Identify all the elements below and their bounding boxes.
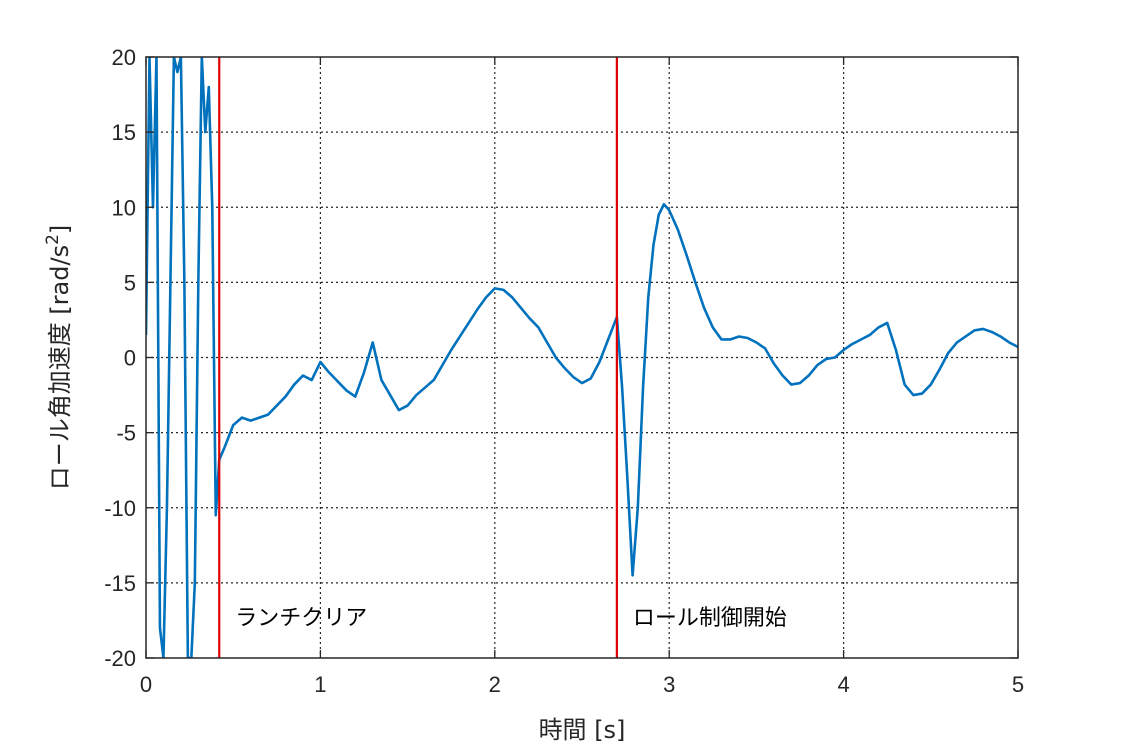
x-axis-label: 時間 [s]: [539, 716, 626, 744]
x-tick-label: 2: [489, 672, 501, 697]
event-lines: ランチクリア ロール制御開始: [218, 57, 787, 658]
y-tick-label: 20: [112, 45, 136, 70]
x-tick-label: 1: [314, 672, 326, 697]
y-tick-label: 15: [112, 120, 136, 145]
y-tick-label: -5: [116, 421, 136, 446]
y-tick-label: 0: [124, 346, 136, 371]
y-axis-label-end: ]: [46, 225, 74, 234]
x-tick-label: 0: [140, 672, 152, 697]
x-tick-label: 5: [1012, 672, 1024, 697]
grid-lines: [146, 57, 1018, 658]
y-tick-label: -10: [104, 496, 136, 521]
y-tick-label: -20: [104, 646, 136, 671]
plot-area: [146, 57, 1018, 658]
y-axis-label-superscript: 2: [43, 234, 63, 245]
y-axis-label: ロール角加速度 [rad/s2]: [43, 225, 74, 491]
x-tick-label: 4: [837, 672, 849, 697]
series-line: [146, 57, 1018, 658]
ticks: 0 1 2 3 4 5 -20 -15 -10 -5 0 5 10 15 20: [104, 45, 1024, 697]
y-tick-label: 10: [112, 195, 136, 220]
event-label: ロール制御開始: [633, 606, 787, 631]
x-tick-label: 3: [663, 672, 675, 697]
y-tick-label: 5: [124, 270, 136, 295]
y-tick-label: -15: [104, 571, 136, 596]
y-axis-label-main: ロール角加速度 [rad/s: [46, 245, 74, 490]
event-label: ランチクリア: [235, 606, 367, 631]
